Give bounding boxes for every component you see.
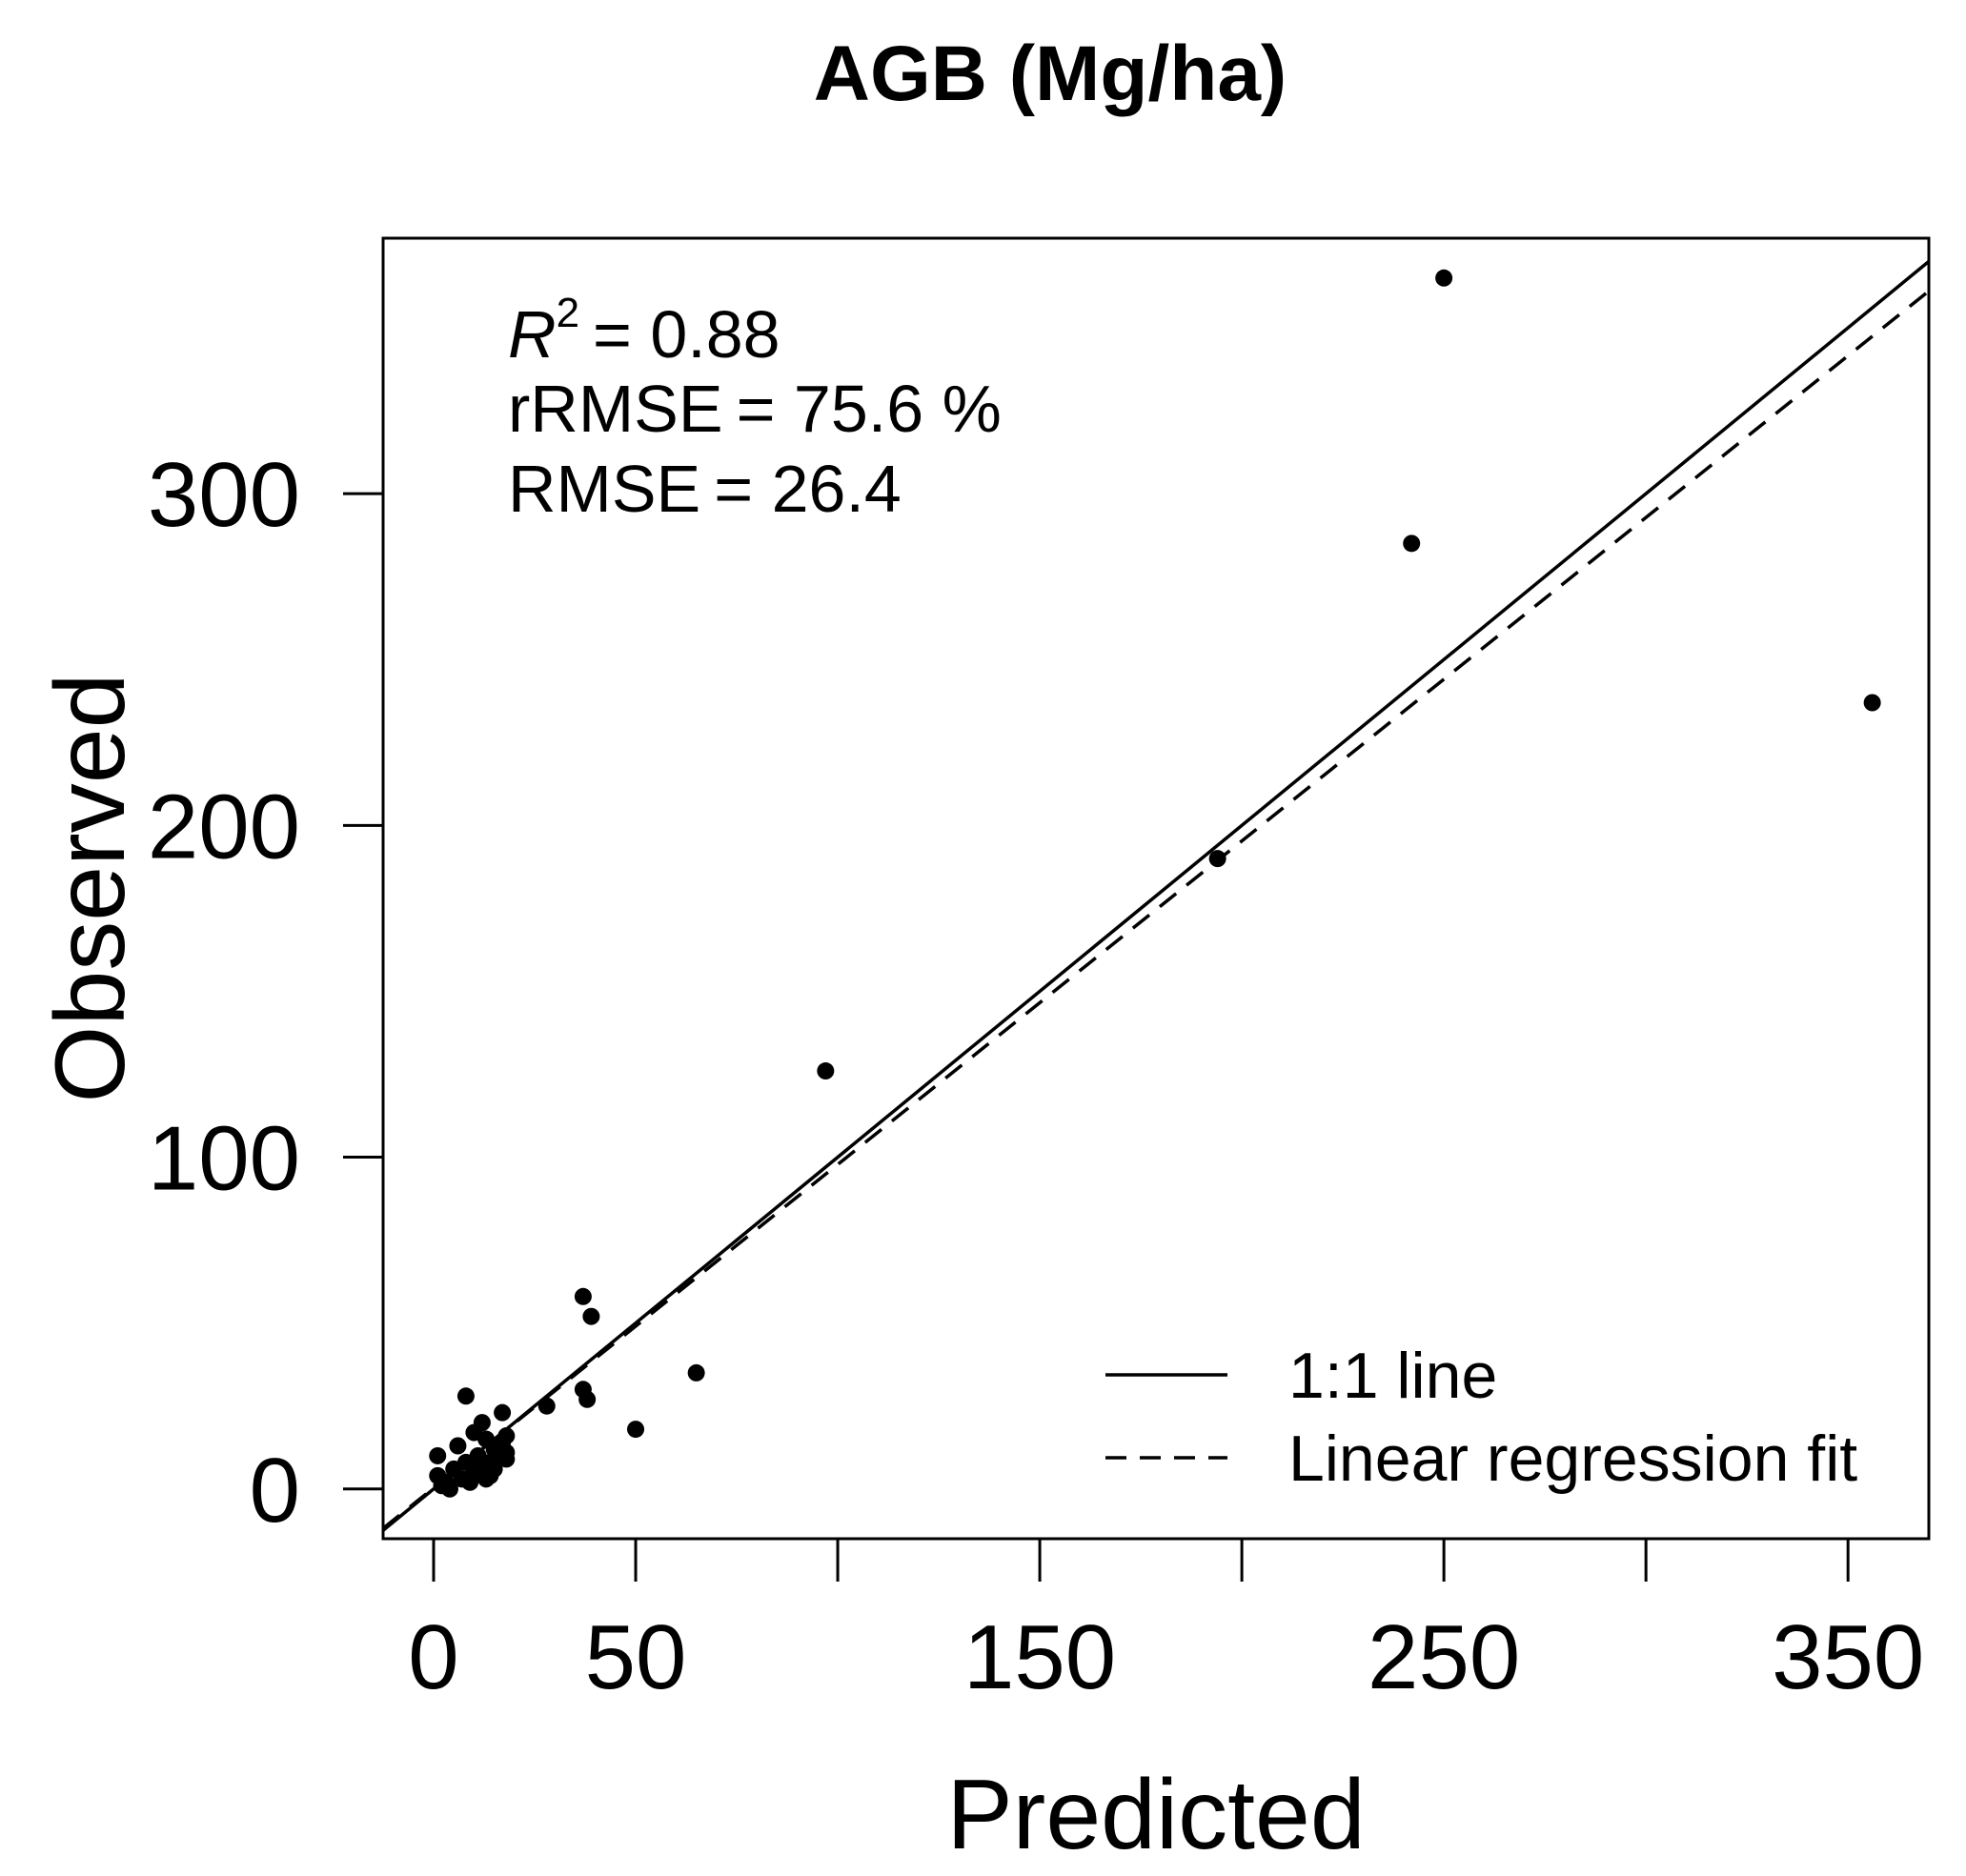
x-axis: 0 50 150 250 350: [408, 1539, 1924, 1708]
x-axis-title: Predicted: [946, 1760, 1365, 1870]
data-points: [429, 269, 1881, 1498]
plot-frame: [381, 236, 1931, 1541]
data-point: [456, 1387, 475, 1405]
legend: 1:1 line Linear regression fit: [1105, 1340, 1857, 1495]
data-point: [1435, 269, 1453, 287]
y-axis: 0 100 200 300: [148, 444, 383, 1542]
x-tick-label: 350: [1772, 1606, 1924, 1708]
rrmse-annotation: rRMSE = 75.6 %: [508, 372, 1002, 446]
rrmse-label: rRMSE: [508, 372, 723, 446]
y-tick-label: 300: [148, 444, 300, 546]
data-point: [574, 1287, 592, 1305]
r2-symbol: R: [508, 297, 557, 372]
y-tick-label: 200: [148, 776, 300, 877]
r2-value: = 0.88: [593, 297, 780, 372]
rmse-label: RMSE: [508, 452, 700, 526]
data-point: [537, 1397, 556, 1415]
data-point: [627, 1421, 645, 1439]
data-point: [449, 1437, 467, 1455]
y-tick-label: 0: [250, 1440, 300, 1542]
rmse-value: = 26.4: [714, 452, 902, 526]
x-tick-label: 50: [585, 1606, 687, 1708]
data-point: [494, 1403, 512, 1422]
x-tick-label: 250: [1368, 1606, 1520, 1708]
data-point: [1208, 850, 1226, 868]
data-point: [817, 1062, 835, 1080]
y-axis-title: Observed: [35, 674, 146, 1103]
x-tick-label: 0: [408, 1606, 458, 1708]
data-point: [578, 1390, 597, 1408]
legend-label-one-to-one: 1:1 line: [1288, 1340, 1497, 1412]
rrmse-value: = 75.6 %: [737, 372, 1002, 446]
r2-annotation: R2 = 0.88: [508, 290, 780, 372]
regression-fit-line: [383, 290, 1929, 1530]
data-point: [497, 1427, 516, 1445]
data-point: [440, 1480, 458, 1498]
data-point: [473, 1414, 491, 1432]
rmse-annotation: RMSE = 26.4: [508, 452, 902, 526]
data-point: [1863, 694, 1881, 712]
data-point: [582, 1307, 600, 1325]
data-point: [687, 1363, 705, 1382]
r2-superscript: 2: [557, 290, 579, 336]
data-point: [1403, 535, 1421, 553]
x-tick-label: 150: [963, 1606, 1116, 1708]
legend-label-regression: Linear regression fit: [1288, 1422, 1857, 1495]
data-point: [497, 1450, 516, 1468]
one-to-one-line: [383, 260, 1929, 1532]
stats-annotation: R2 = 0.88 rRMSE = 75.6 % RMSE = 26.4: [508, 290, 1002, 526]
chart-title: AGB (Mg/ha): [814, 30, 1287, 117]
y-tick-label: 100: [148, 1108, 300, 1210]
data-point: [429, 1446, 447, 1464]
